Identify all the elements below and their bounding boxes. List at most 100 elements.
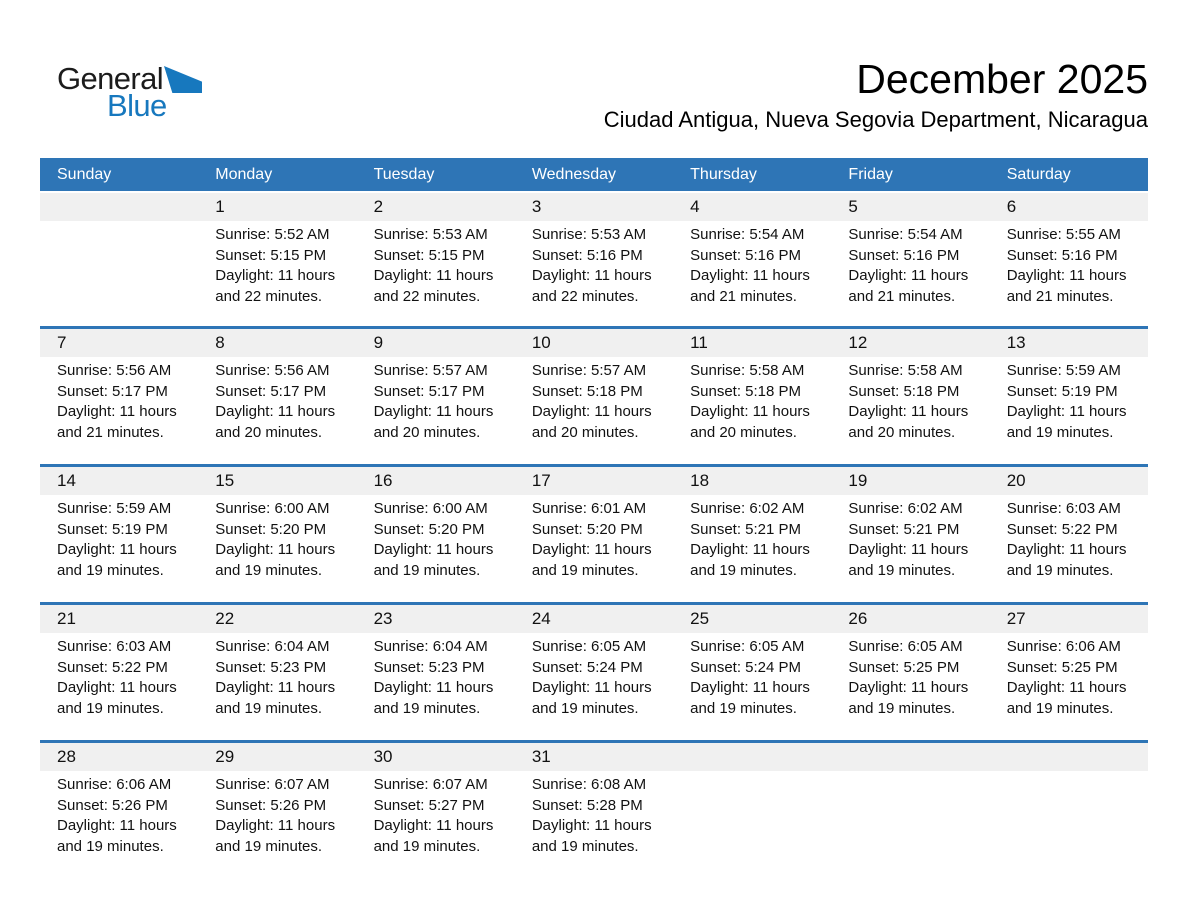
day-number: 1 <box>198 193 357 221</box>
sunset-text: Sunset: 5:18 PM <box>531 382 643 400</box>
sunrise-text: Sunrise: 5:58 AM <box>690 362 805 379</box>
sunrise-text: Sunrise: 5:53 AM <box>373 226 488 243</box>
calendar-weeks: 1 Sunrise: 5:52 AM Sunset: 5:15 PM Daylight… <box>40 191 1148 878</box>
sunset-text: Sunset: 5:24 PM <box>690 658 802 676</box>
sunrise-text: Sunrise: 6:00 AM <box>215 500 330 517</box>
sunset-text: Sunset: 5:16 PM <box>531 246 643 264</box>
sunrise-text: Sunrise: 5:54 AM <box>690 226 805 243</box>
calendar-empty-cell <box>831 743 990 878</box>
sunrise-text: Sunrise: 5:54 AM <box>848 226 963 243</box>
sunrise-text: Sunrise: 5:57 AM <box>531 362 647 379</box>
sunset-text: Sunset: 5:26 PM <box>215 796 327 814</box>
day-details: Sunrise: 5:54 AM Sunset: 5:16 PM Daylight:… <box>673 221 831 307</box>
day-details: Sunrise: 6:03 AM Sunset: 5:22 PM Daylight:… <box>990 495 1148 581</box>
calendar-day-cell: 8 Sunrise: 5:56 AM Sunset: 5:17 PM Daylight… <box>198 329 357 464</box>
calendar-day-cell: 14 Sunrise: 5:59 AM Sunset: 5:19 PM Dayligh… <box>40 467 199 602</box>
calendar-day-cell: 9 Sunrise: 5:57 AM Sunset: 5:17 PM Daylight… <box>356 329 515 464</box>
sunrise-text: Sunrise: 6:04 AM <box>373 638 488 655</box>
day-number: 24 <box>514 605 674 633</box>
sunset-text: Sunset: 5:23 PM <box>215 658 327 676</box>
calendar-day-cell: 5 Sunrise: 5:54 AM Sunset: 5:16 PM Daylight… <box>831 193 990 326</box>
week-row: 21 Sunrise: 6:03 AM Sunset: 5:22 PM Dayligh… <box>40 602 1148 740</box>
daylight-text: Daylight: 11 hours <box>531 817 652 834</box>
day-band-empty <box>673 743 832 771</box>
day-number: 28 <box>40 743 199 771</box>
daylight-text: Daylight: 11 hours <box>215 541 336 558</box>
day-number: 29 <box>198 743 357 771</box>
daylight-text-cont: and 19 minutes. <box>848 561 956 579</box>
sunset-text: Sunset: 5:22 PM <box>57 658 168 676</box>
daylight-text-cont: and 19 minutes. <box>531 561 639 579</box>
daylight-text: Daylight: 11 hours <box>57 541 177 558</box>
daylight-text-cont: and 19 minutes. <box>215 837 323 855</box>
calendar-day-cell: 20 Sunrise: 6:03 AM Sunset: 5:22 PM Dayligh… <box>989 467 1148 602</box>
calendar-day-cell: 17 Sunrise: 6:01 AM Sunset: 5:20 PM Dayligh… <box>514 467 674 602</box>
day-details: Sunrise: 6:03 AM Sunset: 5:22 PM Daylight:… <box>40 633 198 719</box>
daylight-text-cont: and 19 minutes. <box>531 837 639 855</box>
sunset-text: Sunset: 5:15 PM <box>373 246 485 264</box>
weekday-header-tuesday: Tuesday <box>373 166 435 183</box>
sunset-text: Sunset: 5:22 PM <box>1006 520 1118 538</box>
weekday-header-monday: Monday <box>215 166 273 183</box>
sunrise-text: Sunrise: 6:08 AM <box>531 776 647 793</box>
daylight-text: Daylight: 11 hours <box>1006 541 1127 558</box>
day-number: 19 <box>831 467 990 495</box>
sunset-text: Sunset: 5:26 PM <box>57 796 168 814</box>
daylight-text: Daylight: 11 hours <box>1006 267 1127 284</box>
day-number: 23 <box>356 605 515 633</box>
daylight-text: Daylight: 11 hours <box>373 267 494 284</box>
calendar-day-cell: 28 Sunrise: 6:06 AM Sunset: 5:26 PM Dayligh… <box>40 743 199 878</box>
daylight-text-cont: and 22 minutes. <box>373 287 481 305</box>
calendar-day-cell: 30 Sunrise: 6:07 AM Sunset: 5:27 PM Dayligh… <box>356 743 515 878</box>
day-details: Sunrise: 5:53 AM Sunset: 5:16 PM Daylight:… <box>515 221 673 307</box>
calendar-table: Sunday Monday Tuesday Wednesday Thursday Frid… <box>40 158 1148 878</box>
page-subtitle: Ciudad Antigua, Nueva Segovia Department… <box>603 107 1148 133</box>
sunset-text: Sunset: 5:21 PM <box>848 520 960 538</box>
daylight-text-cont: and 21 minutes. <box>690 287 797 305</box>
daylight-text-cont: and 19 minutes. <box>1006 699 1114 717</box>
daylight-text: Daylight: 11 hours <box>57 817 177 834</box>
day-details: Sunrise: 5:58 AM Sunset: 5:18 PM Daylight:… <box>673 357 831 443</box>
sunrise-text: Sunrise: 6:07 AM <box>373 776 488 793</box>
day-details: Sunrise: 5:53 AM Sunset: 5:15 PM Daylight:… <box>357 221 515 307</box>
daylight-text-cont: and 19 minutes. <box>57 561 164 579</box>
day-number: 20 <box>989 467 1148 495</box>
day-number: 2 <box>356 193 515 221</box>
calendar-day-cell: 25 Sunrise: 6:05 AM Sunset: 5:24 PM Dayligh… <box>673 605 832 740</box>
weekday-header-thursday: Thursday <box>690 166 757 183</box>
calendar-day-cell: 22 Sunrise: 6:04 AM Sunset: 5:23 PM Dayligh… <box>198 605 357 740</box>
day-number: 12 <box>831 329 990 357</box>
day-number: 25 <box>673 605 832 633</box>
daylight-text-cont: and 20 minutes. <box>215 423 323 441</box>
day-number: 14 <box>40 467 199 495</box>
day-details: Sunrise: 6:08 AM Sunset: 5:28 PM Daylight:… <box>515 771 673 857</box>
day-details: Sunrise: 5:58 AM Sunset: 5:18 PM Daylight:… <box>831 357 989 443</box>
calendar-day-cell: 26 Sunrise: 6:05 AM Sunset: 5:25 PM Dayligh… <box>831 605 990 740</box>
page-header: General Blue December 2025 Ciudad Antigu… <box>0 0 1188 158</box>
day-number: 18 <box>673 467 832 495</box>
sunset-text: Sunset: 5:17 PM <box>373 382 485 400</box>
calendar-day-cell: 23 Sunrise: 6:04 AM Sunset: 5:23 PM Dayligh… <box>356 605 515 740</box>
day-number: 22 <box>198 605 357 633</box>
daylight-text-cont: and 19 minutes. <box>215 561 323 579</box>
sunset-text: Sunset: 5:21 PM <box>690 520 802 538</box>
calendar-empty-cell <box>40 193 199 326</box>
calendar-day-cell: 6 Sunrise: 5:55 AM Sunset: 5:16 PM Daylight… <box>989 193 1148 326</box>
daylight-text-cont: and 19 minutes. <box>690 561 797 579</box>
daylight-text: Daylight: 11 hours <box>690 679 810 696</box>
sunset-text: Sunset: 5:19 PM <box>1006 382 1118 400</box>
sunset-text: Sunset: 5:15 PM <box>215 246 327 264</box>
calendar-day-cell: 2 Sunrise: 5:53 AM Sunset: 5:15 PM Daylight… <box>356 193 515 326</box>
daylight-text-cont: and 22 minutes. <box>531 287 639 305</box>
daylight-text-cont: and 19 minutes. <box>57 699 164 717</box>
day-number: 7 <box>40 329 199 357</box>
sunrise-text: Sunrise: 6:02 AM <box>848 500 963 517</box>
daylight-text: Daylight: 11 hours <box>57 403 177 420</box>
title-block: December 2025 Ciudad Antigua, Nueva Sego… <box>248 0 1148 133</box>
logo-text-blue: Blue <box>107 88 167 123</box>
calendar-day-cell: 29 Sunrise: 6:07 AM Sunset: 5:26 PM Dayligh… <box>198 743 357 878</box>
day-details: Sunrise: 5:57 AM Sunset: 5:18 PM Daylight:… <box>515 357 673 443</box>
day-details: Sunrise: 6:02 AM Sunset: 5:21 PM Daylight:… <box>673 495 831 581</box>
sunrise-text: Sunrise: 6:00 AM <box>373 500 488 517</box>
sunrise-text: Sunrise: 5:58 AM <box>848 362 963 379</box>
